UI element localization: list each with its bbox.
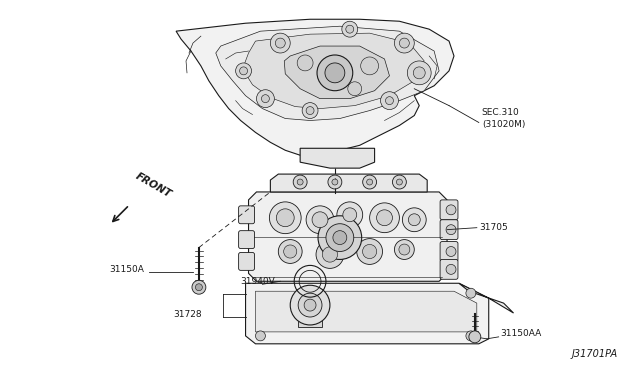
FancyBboxPatch shape — [239, 231, 255, 248]
Circle shape — [370, 203, 399, 232]
Polygon shape — [298, 305, 322, 327]
Circle shape — [293, 175, 307, 189]
Circle shape — [275, 38, 285, 48]
Circle shape — [466, 288, 476, 298]
FancyBboxPatch shape — [440, 259, 458, 279]
Circle shape — [394, 33, 414, 53]
Text: FRONT: FRONT — [133, 171, 173, 200]
Circle shape — [325, 63, 345, 83]
Circle shape — [446, 225, 456, 235]
Polygon shape — [246, 283, 489, 344]
Circle shape — [270, 33, 290, 53]
Text: 31705: 31705 — [479, 223, 508, 232]
Circle shape — [269, 202, 301, 234]
Circle shape — [239, 67, 248, 75]
Polygon shape — [459, 283, 513, 313]
Circle shape — [306, 206, 334, 234]
Circle shape — [317, 55, 353, 91]
Polygon shape — [216, 26, 439, 121]
Circle shape — [403, 208, 426, 232]
Polygon shape — [176, 19, 454, 155]
FancyBboxPatch shape — [239, 253, 255, 270]
Circle shape — [446, 205, 456, 215]
Polygon shape — [243, 33, 424, 109]
Text: J31701PA: J31701PA — [572, 349, 618, 359]
FancyBboxPatch shape — [440, 200, 458, 220]
Circle shape — [394, 240, 414, 259]
Circle shape — [385, 97, 394, 105]
Polygon shape — [270, 174, 427, 192]
Circle shape — [302, 103, 318, 119]
FancyBboxPatch shape — [239, 206, 255, 224]
Circle shape — [333, 231, 347, 244]
Circle shape — [304, 299, 316, 311]
Circle shape — [363, 175, 376, 189]
Circle shape — [332, 179, 338, 185]
FancyBboxPatch shape — [440, 220, 458, 240]
Circle shape — [342, 21, 358, 37]
Circle shape — [392, 175, 406, 189]
Circle shape — [298, 293, 322, 317]
Circle shape — [399, 38, 410, 48]
Circle shape — [361, 57, 378, 75]
Circle shape — [362, 244, 377, 259]
Circle shape — [262, 95, 269, 103]
Circle shape — [316, 241, 344, 268]
Circle shape — [257, 90, 275, 108]
Circle shape — [297, 179, 303, 185]
Polygon shape — [300, 148, 374, 168]
Circle shape — [323, 247, 337, 262]
Text: 31150A: 31150A — [109, 265, 145, 274]
Circle shape — [337, 202, 363, 228]
Circle shape — [367, 179, 372, 185]
Circle shape — [284, 245, 297, 258]
Circle shape — [290, 285, 330, 325]
Circle shape — [318, 216, 362, 259]
Circle shape — [312, 212, 328, 228]
Polygon shape — [248, 192, 447, 281]
Text: SEC.310
(31020M): SEC.310 (31020M) — [482, 109, 525, 129]
Circle shape — [413, 67, 425, 79]
Circle shape — [297, 55, 313, 71]
Circle shape — [376, 210, 392, 226]
Circle shape — [381, 92, 399, 110]
Text: 31940V: 31940V — [241, 277, 275, 286]
Circle shape — [446, 264, 456, 274]
Circle shape — [446, 247, 456, 256]
Polygon shape — [255, 291, 477, 332]
Circle shape — [326, 224, 354, 251]
Circle shape — [469, 331, 481, 343]
Text: 31150AA: 31150AA — [500, 329, 542, 339]
Polygon shape — [284, 46, 390, 99]
Circle shape — [348, 82, 362, 96]
Circle shape — [396, 179, 403, 185]
Circle shape — [276, 209, 294, 227]
Circle shape — [356, 238, 383, 264]
Circle shape — [255, 331, 266, 341]
Circle shape — [306, 107, 314, 115]
FancyBboxPatch shape — [440, 241, 458, 262]
Circle shape — [407, 61, 431, 85]
Circle shape — [343, 208, 356, 222]
Text: 31728: 31728 — [173, 310, 202, 318]
Circle shape — [466, 331, 476, 341]
Circle shape — [346, 25, 354, 33]
Circle shape — [195, 284, 202, 291]
Circle shape — [408, 214, 420, 226]
Circle shape — [192, 280, 206, 294]
Circle shape — [278, 240, 302, 263]
Circle shape — [236, 63, 252, 79]
Circle shape — [328, 175, 342, 189]
Circle shape — [399, 244, 410, 255]
